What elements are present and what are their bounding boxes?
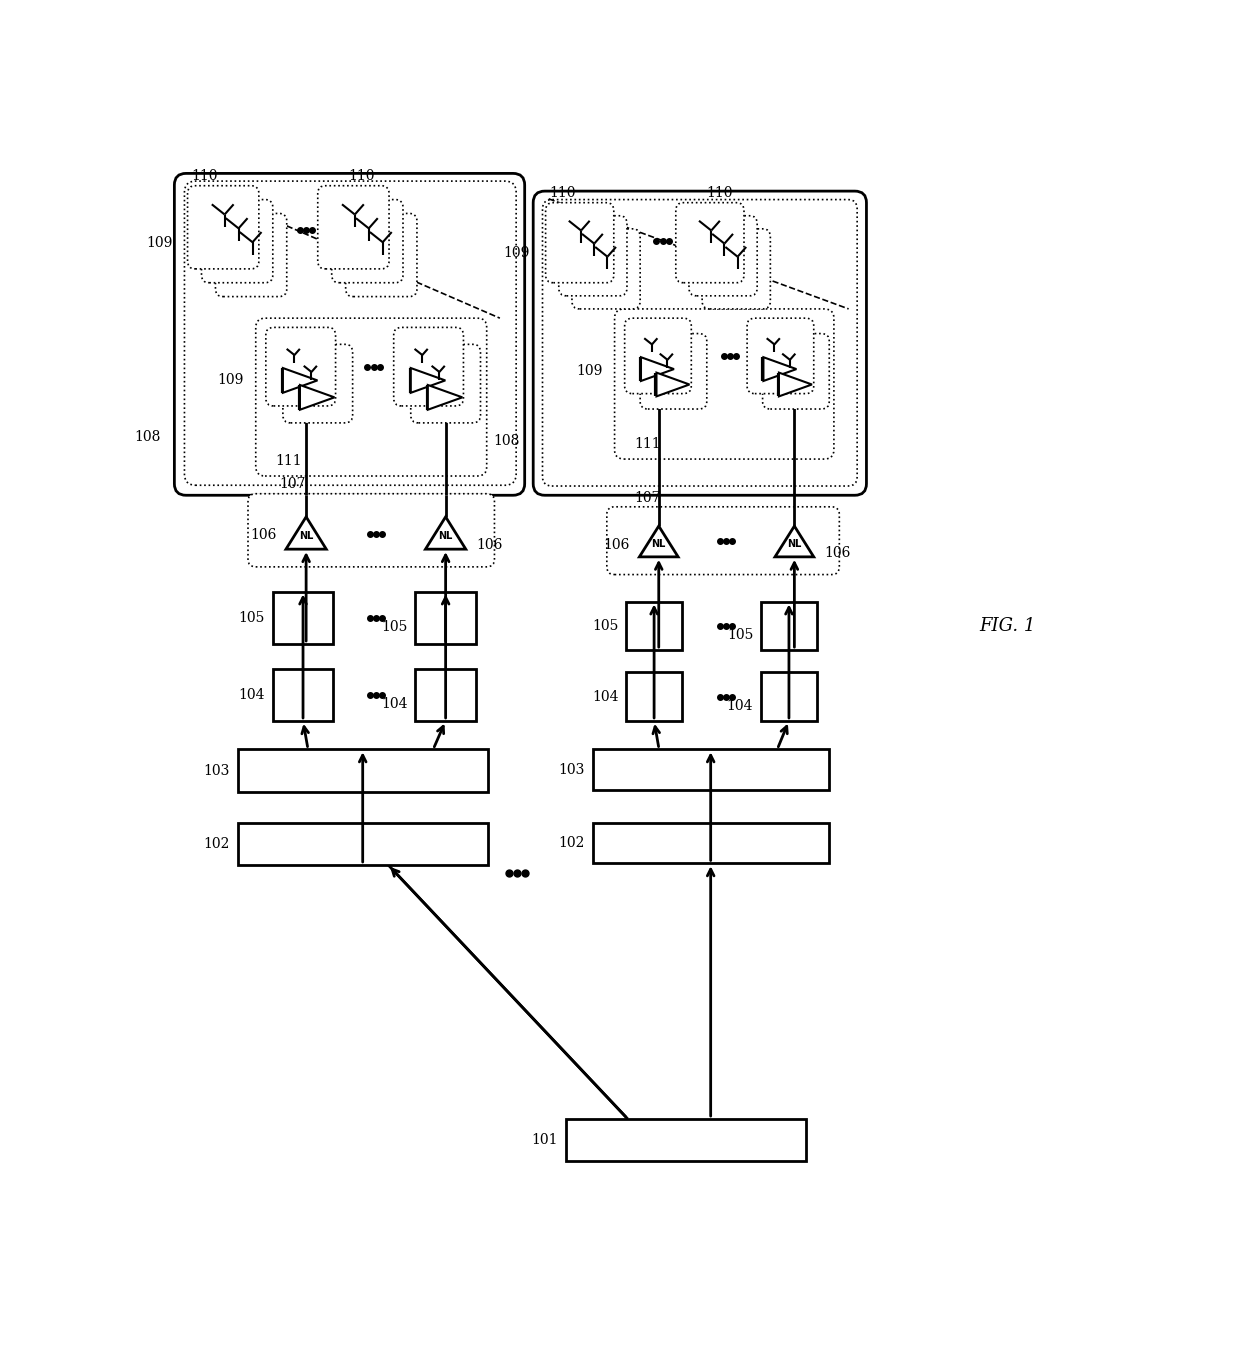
Polygon shape bbox=[410, 368, 445, 393]
Text: 103: 103 bbox=[203, 763, 231, 777]
Bar bbox=[761, 672, 817, 721]
Text: NL: NL bbox=[439, 531, 453, 540]
FancyBboxPatch shape bbox=[317, 186, 389, 269]
Bar bbox=[593, 822, 830, 863]
Text: 111: 111 bbox=[634, 436, 661, 450]
Text: 106: 106 bbox=[250, 528, 277, 542]
FancyBboxPatch shape bbox=[615, 309, 833, 460]
Text: 111: 111 bbox=[275, 454, 301, 468]
Text: 110: 110 bbox=[348, 170, 376, 183]
FancyBboxPatch shape bbox=[265, 327, 336, 406]
FancyBboxPatch shape bbox=[606, 506, 839, 575]
Text: 105: 105 bbox=[381, 620, 408, 633]
FancyBboxPatch shape bbox=[543, 200, 857, 486]
FancyBboxPatch shape bbox=[676, 202, 744, 283]
FancyBboxPatch shape bbox=[559, 216, 627, 295]
FancyBboxPatch shape bbox=[216, 213, 286, 297]
Polygon shape bbox=[775, 527, 813, 557]
FancyBboxPatch shape bbox=[187, 186, 259, 269]
FancyBboxPatch shape bbox=[746, 319, 813, 394]
Polygon shape bbox=[640, 527, 678, 557]
FancyBboxPatch shape bbox=[572, 228, 640, 309]
Text: 102: 102 bbox=[203, 837, 231, 851]
Text: 105: 105 bbox=[727, 628, 754, 642]
Text: 109: 109 bbox=[146, 235, 172, 250]
FancyBboxPatch shape bbox=[625, 319, 692, 394]
Text: 106: 106 bbox=[603, 538, 629, 551]
FancyBboxPatch shape bbox=[394, 327, 464, 406]
Text: 102: 102 bbox=[559, 836, 585, 850]
FancyBboxPatch shape bbox=[640, 334, 707, 409]
Text: 108: 108 bbox=[134, 431, 160, 445]
Bar bbox=[593, 750, 830, 791]
Polygon shape bbox=[425, 517, 466, 549]
Text: NL: NL bbox=[299, 531, 314, 540]
FancyBboxPatch shape bbox=[546, 202, 614, 283]
Polygon shape bbox=[779, 372, 812, 397]
Bar bbox=[626, 602, 682, 650]
Text: FIG. 1: FIG. 1 bbox=[980, 617, 1035, 635]
FancyBboxPatch shape bbox=[283, 345, 352, 423]
Text: 104: 104 bbox=[238, 688, 265, 702]
Text: NL: NL bbox=[651, 539, 666, 549]
Text: 109: 109 bbox=[577, 364, 603, 378]
FancyBboxPatch shape bbox=[185, 181, 516, 486]
Text: 104: 104 bbox=[727, 699, 754, 713]
Bar bbox=[238, 822, 489, 865]
FancyBboxPatch shape bbox=[255, 319, 486, 476]
Polygon shape bbox=[764, 357, 796, 380]
FancyBboxPatch shape bbox=[332, 200, 403, 283]
FancyBboxPatch shape bbox=[248, 494, 495, 566]
Text: 110: 110 bbox=[707, 186, 733, 201]
FancyBboxPatch shape bbox=[763, 334, 830, 409]
Text: 105: 105 bbox=[591, 618, 619, 633]
Bar bbox=[273, 669, 334, 721]
FancyBboxPatch shape bbox=[689, 216, 758, 295]
Text: NL: NL bbox=[787, 539, 801, 549]
Bar bbox=[565, 1119, 806, 1161]
Text: 109: 109 bbox=[503, 246, 529, 260]
Text: 103: 103 bbox=[559, 763, 585, 777]
Bar bbox=[626, 672, 682, 721]
Text: 105: 105 bbox=[238, 610, 265, 625]
Text: 106: 106 bbox=[476, 539, 503, 553]
FancyBboxPatch shape bbox=[533, 192, 867, 495]
Polygon shape bbox=[286, 517, 326, 549]
Polygon shape bbox=[428, 384, 463, 410]
Bar bbox=[761, 602, 817, 650]
Text: 101: 101 bbox=[532, 1133, 558, 1148]
Text: 104: 104 bbox=[381, 696, 408, 711]
Polygon shape bbox=[300, 384, 335, 410]
FancyBboxPatch shape bbox=[201, 200, 273, 283]
FancyBboxPatch shape bbox=[346, 213, 417, 297]
Bar bbox=[415, 669, 476, 721]
FancyBboxPatch shape bbox=[175, 174, 525, 495]
FancyBboxPatch shape bbox=[410, 345, 481, 423]
Text: 110: 110 bbox=[549, 186, 575, 201]
Polygon shape bbox=[641, 357, 675, 380]
Text: 107: 107 bbox=[634, 491, 661, 505]
Bar bbox=[273, 591, 334, 644]
Text: 108: 108 bbox=[492, 434, 520, 447]
Text: 110: 110 bbox=[191, 170, 218, 183]
Text: 109: 109 bbox=[218, 372, 244, 387]
Text: 104: 104 bbox=[591, 689, 619, 703]
Bar bbox=[415, 591, 476, 644]
Text: 106: 106 bbox=[823, 546, 851, 560]
FancyBboxPatch shape bbox=[702, 228, 770, 309]
Polygon shape bbox=[656, 372, 689, 397]
Bar bbox=[238, 750, 489, 792]
Text: 107: 107 bbox=[279, 477, 305, 491]
Polygon shape bbox=[283, 368, 317, 393]
